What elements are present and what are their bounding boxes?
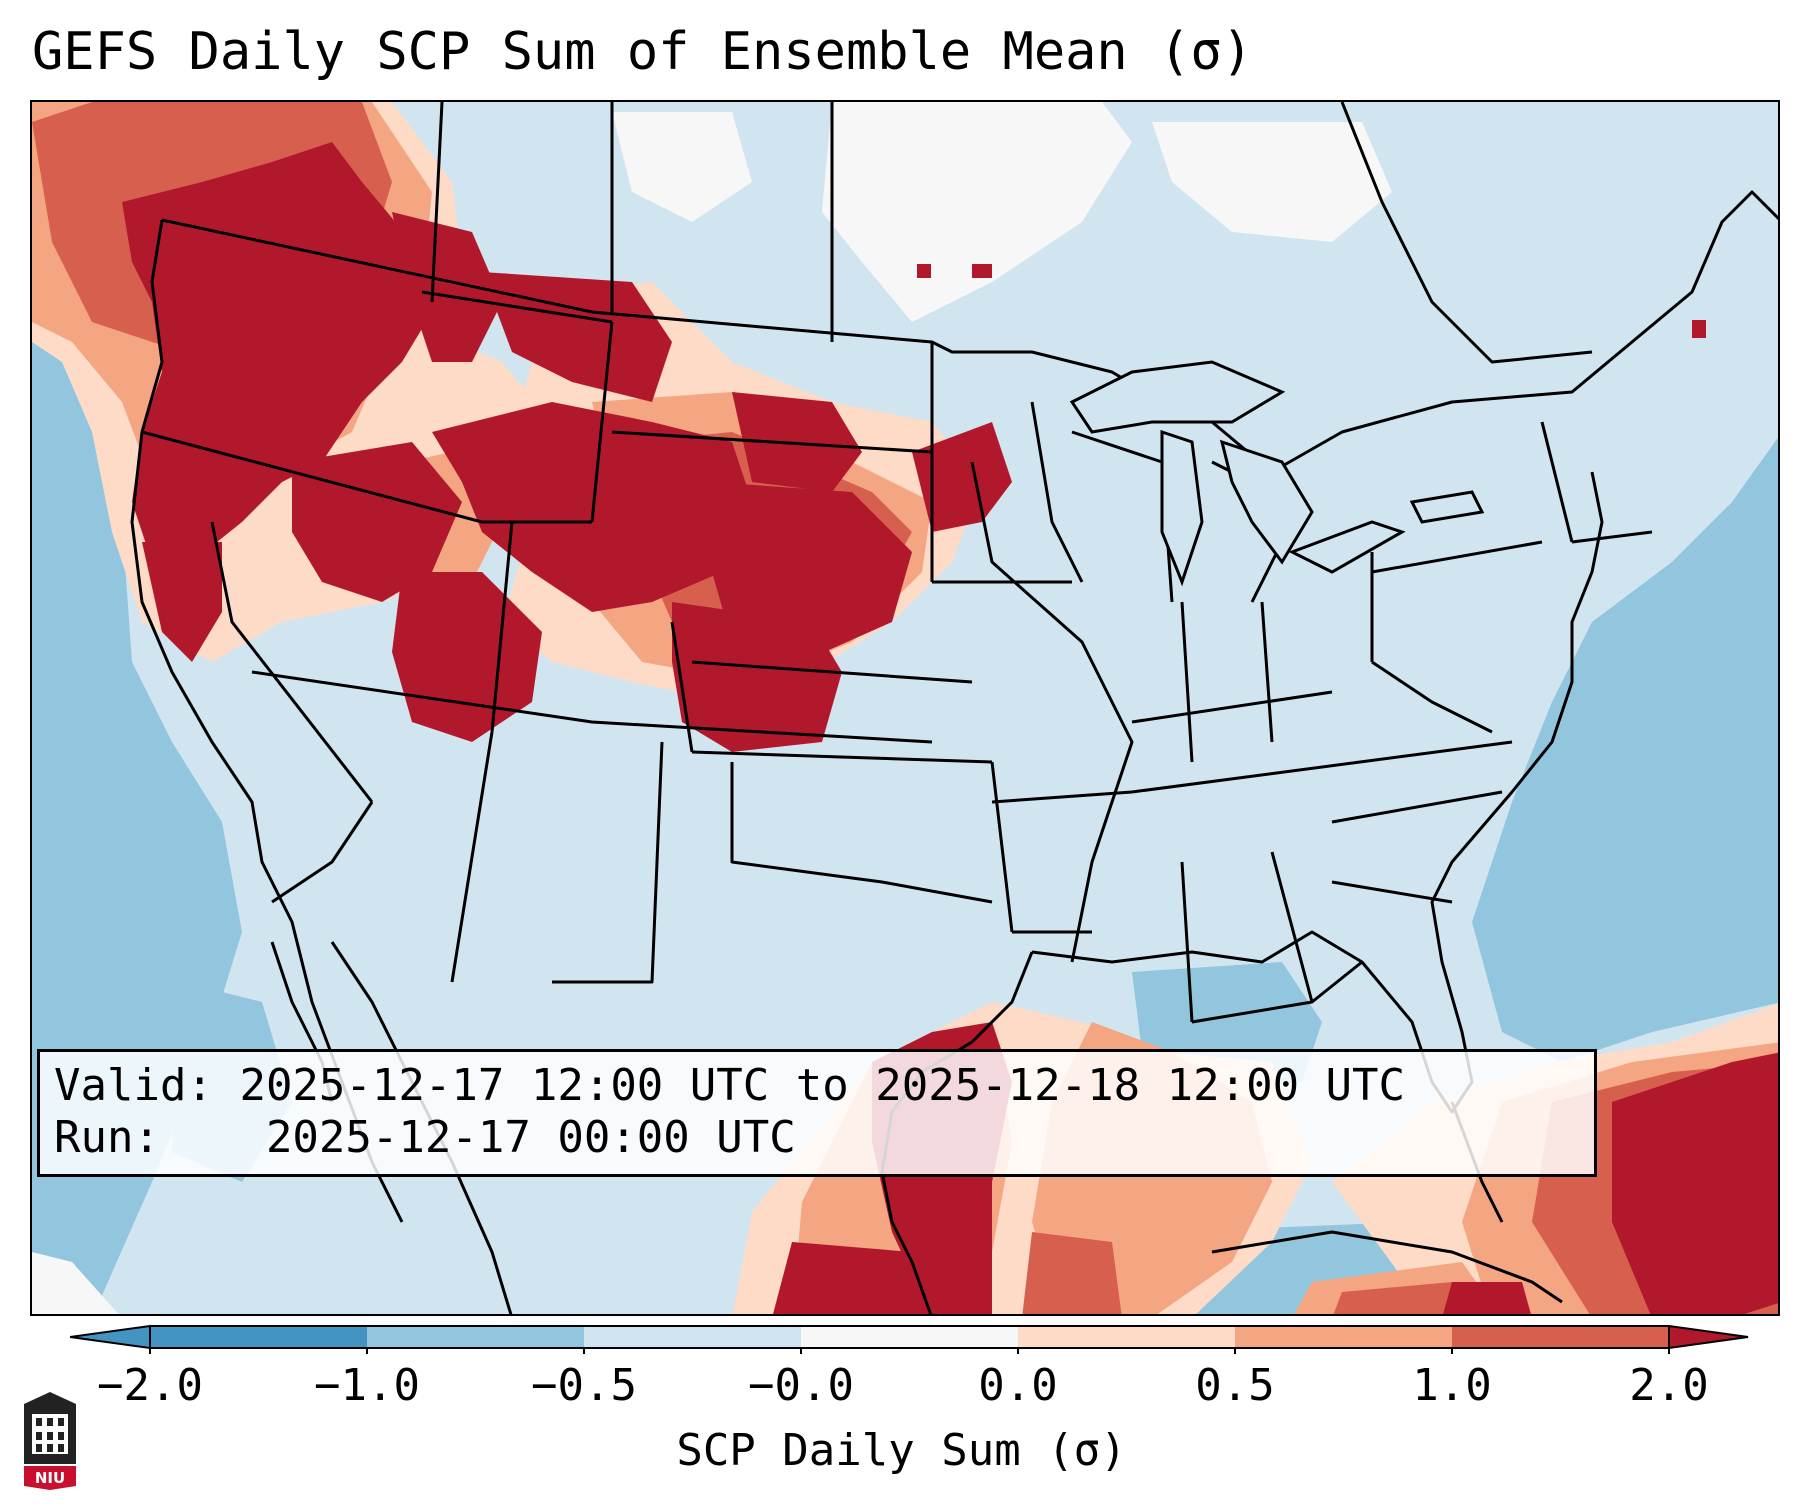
atlantic-max bbox=[1612, 1052, 1778, 1314]
bottom-high bbox=[1333, 1282, 1470, 1314]
colorbar-bin-5 bbox=[1018, 1326, 1235, 1348]
st-il-in bbox=[1180, 601, 1194, 763]
st-mississippi-river bbox=[970, 461, 1134, 963]
colorbar-tick-label: 1.0 bbox=[1412, 1360, 1492, 1411]
st-mo-ar bbox=[991, 790, 1133, 804]
colorbar bbox=[70, 1324, 1749, 1354]
st-ok-tx bbox=[730, 762, 993, 904]
st-in-oh bbox=[1260, 601, 1274, 743]
st-ne-ks bbox=[691, 660, 973, 684]
valid-label: Valid: bbox=[54, 1060, 213, 1111]
st-pa-ny bbox=[1371, 540, 1543, 574]
run-value: 2025-12-17 00:00 UTC bbox=[265, 1112, 796, 1163]
north-dakota-pixel-2 bbox=[972, 264, 992, 278]
lake-erie bbox=[1288, 520, 1406, 574]
st-sc-ga bbox=[1331, 880, 1453, 904]
bottom-max bbox=[773, 1242, 931, 1314]
colorado-kansas-max bbox=[672, 602, 842, 752]
colorbar-bin-7 bbox=[1452, 1326, 1669, 1348]
st-wy-north bbox=[421, 290, 613, 324]
washington-oregon-max bbox=[122, 142, 432, 562]
canada-white-patch-2 bbox=[612, 112, 752, 222]
colorbar-tick-label: −0.5 bbox=[531, 1360, 637, 1411]
st-ky-oh bbox=[1131, 690, 1333, 724]
colorbar-ticks bbox=[149, 1348, 1670, 1354]
niu-logo: NIU bbox=[24, 1392, 76, 1490]
lake-ontario bbox=[1409, 490, 1485, 524]
gulf-high bbox=[1022, 1232, 1122, 1314]
colorbar-over-arrow bbox=[1668, 1324, 1749, 1350]
st-wi-mi bbox=[1071, 430, 1174, 603]
maine-pixel bbox=[1692, 320, 1706, 338]
colorbar-bin-1 bbox=[150, 1326, 367, 1348]
colorbar-tick-label: −2.0 bbox=[97, 1360, 203, 1411]
st-al-ga bbox=[1270, 851, 1314, 1003]
run-label: Run: bbox=[54, 1112, 160, 1163]
st-nc-va bbox=[1331, 790, 1503, 824]
colorbar-under-arrow bbox=[70, 1324, 151, 1350]
st-quebec bbox=[1340, 102, 1593, 364]
canada-white-patch-3 bbox=[1152, 122, 1392, 242]
colorbar-frame bbox=[149, 1325, 1670, 1349]
north-dakota-pixel bbox=[917, 264, 931, 278]
montana-max bbox=[482, 272, 672, 402]
colorbar-bin-2 bbox=[367, 1326, 584, 1348]
niu-logo-text: NIU bbox=[35, 1469, 65, 1487]
east-coast bbox=[1031, 471, 1604, 1114]
st-mt-dakota bbox=[590, 321, 614, 523]
valid-value: 2025-12-17 12:00 UTC to 2025-12-18 12:00… bbox=[239, 1060, 1406, 1111]
great-lakes bbox=[1069, 360, 1485, 587]
colorbar-tick-label: 0.5 bbox=[1195, 1360, 1275, 1411]
st-canada-ab-sk bbox=[430, 102, 444, 303]
st-idaho-nevada bbox=[210, 521, 374, 803]
idaho-max bbox=[392, 212, 502, 362]
field-near-zero bbox=[32, 102, 1392, 1314]
bottom-right-max bbox=[1443, 1282, 1531, 1314]
st-ut-co bbox=[490, 521, 514, 733]
st-fl-panhandle bbox=[1191, 960, 1363, 1024]
st-az-nm bbox=[450, 731, 494, 983]
st-co-ks bbox=[670, 621, 694, 753]
st-ks-ok bbox=[691, 750, 993, 764]
valid-time-box: Valid: 2025-12-17 12:00 UTC to 2025-12-1… bbox=[37, 1049, 1597, 1177]
minnesota-iowa-max bbox=[912, 422, 1012, 532]
cuba-outline bbox=[1211, 1230, 1563, 1304]
colorbar-tick-label: −1.0 bbox=[314, 1360, 420, 1411]
canada-white-patch bbox=[822, 102, 1132, 322]
atlantic-ocean-region bbox=[1472, 437, 1778, 1062]
colorbar-tick-label: 2.0 bbox=[1629, 1360, 1709, 1411]
lake-superior bbox=[1069, 360, 1286, 434]
st-va-wv bbox=[1371, 660, 1493, 734]
st-ny-ma bbox=[1571, 530, 1653, 544]
bottom-left-white bbox=[32, 1252, 119, 1314]
st-ca-az bbox=[271, 801, 374, 904]
colorbar-bin-4 bbox=[801, 1326, 1018, 1348]
st-tn-ky bbox=[1131, 740, 1513, 794]
st-nm-tx bbox=[552, 741, 664, 984]
lake-michigan bbox=[1160, 429, 1204, 587]
south-dakota-max bbox=[732, 392, 862, 492]
colorbar-bin-6 bbox=[1235, 1326, 1452, 1348]
map-title: GEFS Daily SCP Sum of Ensemble Mean (σ) bbox=[32, 22, 1253, 82]
colorbar-bin-3 bbox=[584, 1326, 801, 1348]
st-ms-al bbox=[1180, 861, 1194, 1023]
lake-huron bbox=[1219, 439, 1314, 565]
st-ny-vt bbox=[1540, 421, 1574, 543]
st-mn-wi bbox=[1030, 401, 1084, 583]
colorbar-title: SCP Daily Sum (σ) bbox=[676, 1425, 1127, 1476]
st-49-line bbox=[251, 670, 933, 744]
st-tx-la bbox=[990, 761, 1014, 933]
st-42-line bbox=[141, 430, 592, 524]
st-dakotas bbox=[611, 430, 933, 454]
colorbar-tick-label: −0.0 bbox=[748, 1360, 854, 1411]
colorbar-tick-label: 0.0 bbox=[978, 1360, 1058, 1411]
california-north-max bbox=[142, 542, 222, 662]
